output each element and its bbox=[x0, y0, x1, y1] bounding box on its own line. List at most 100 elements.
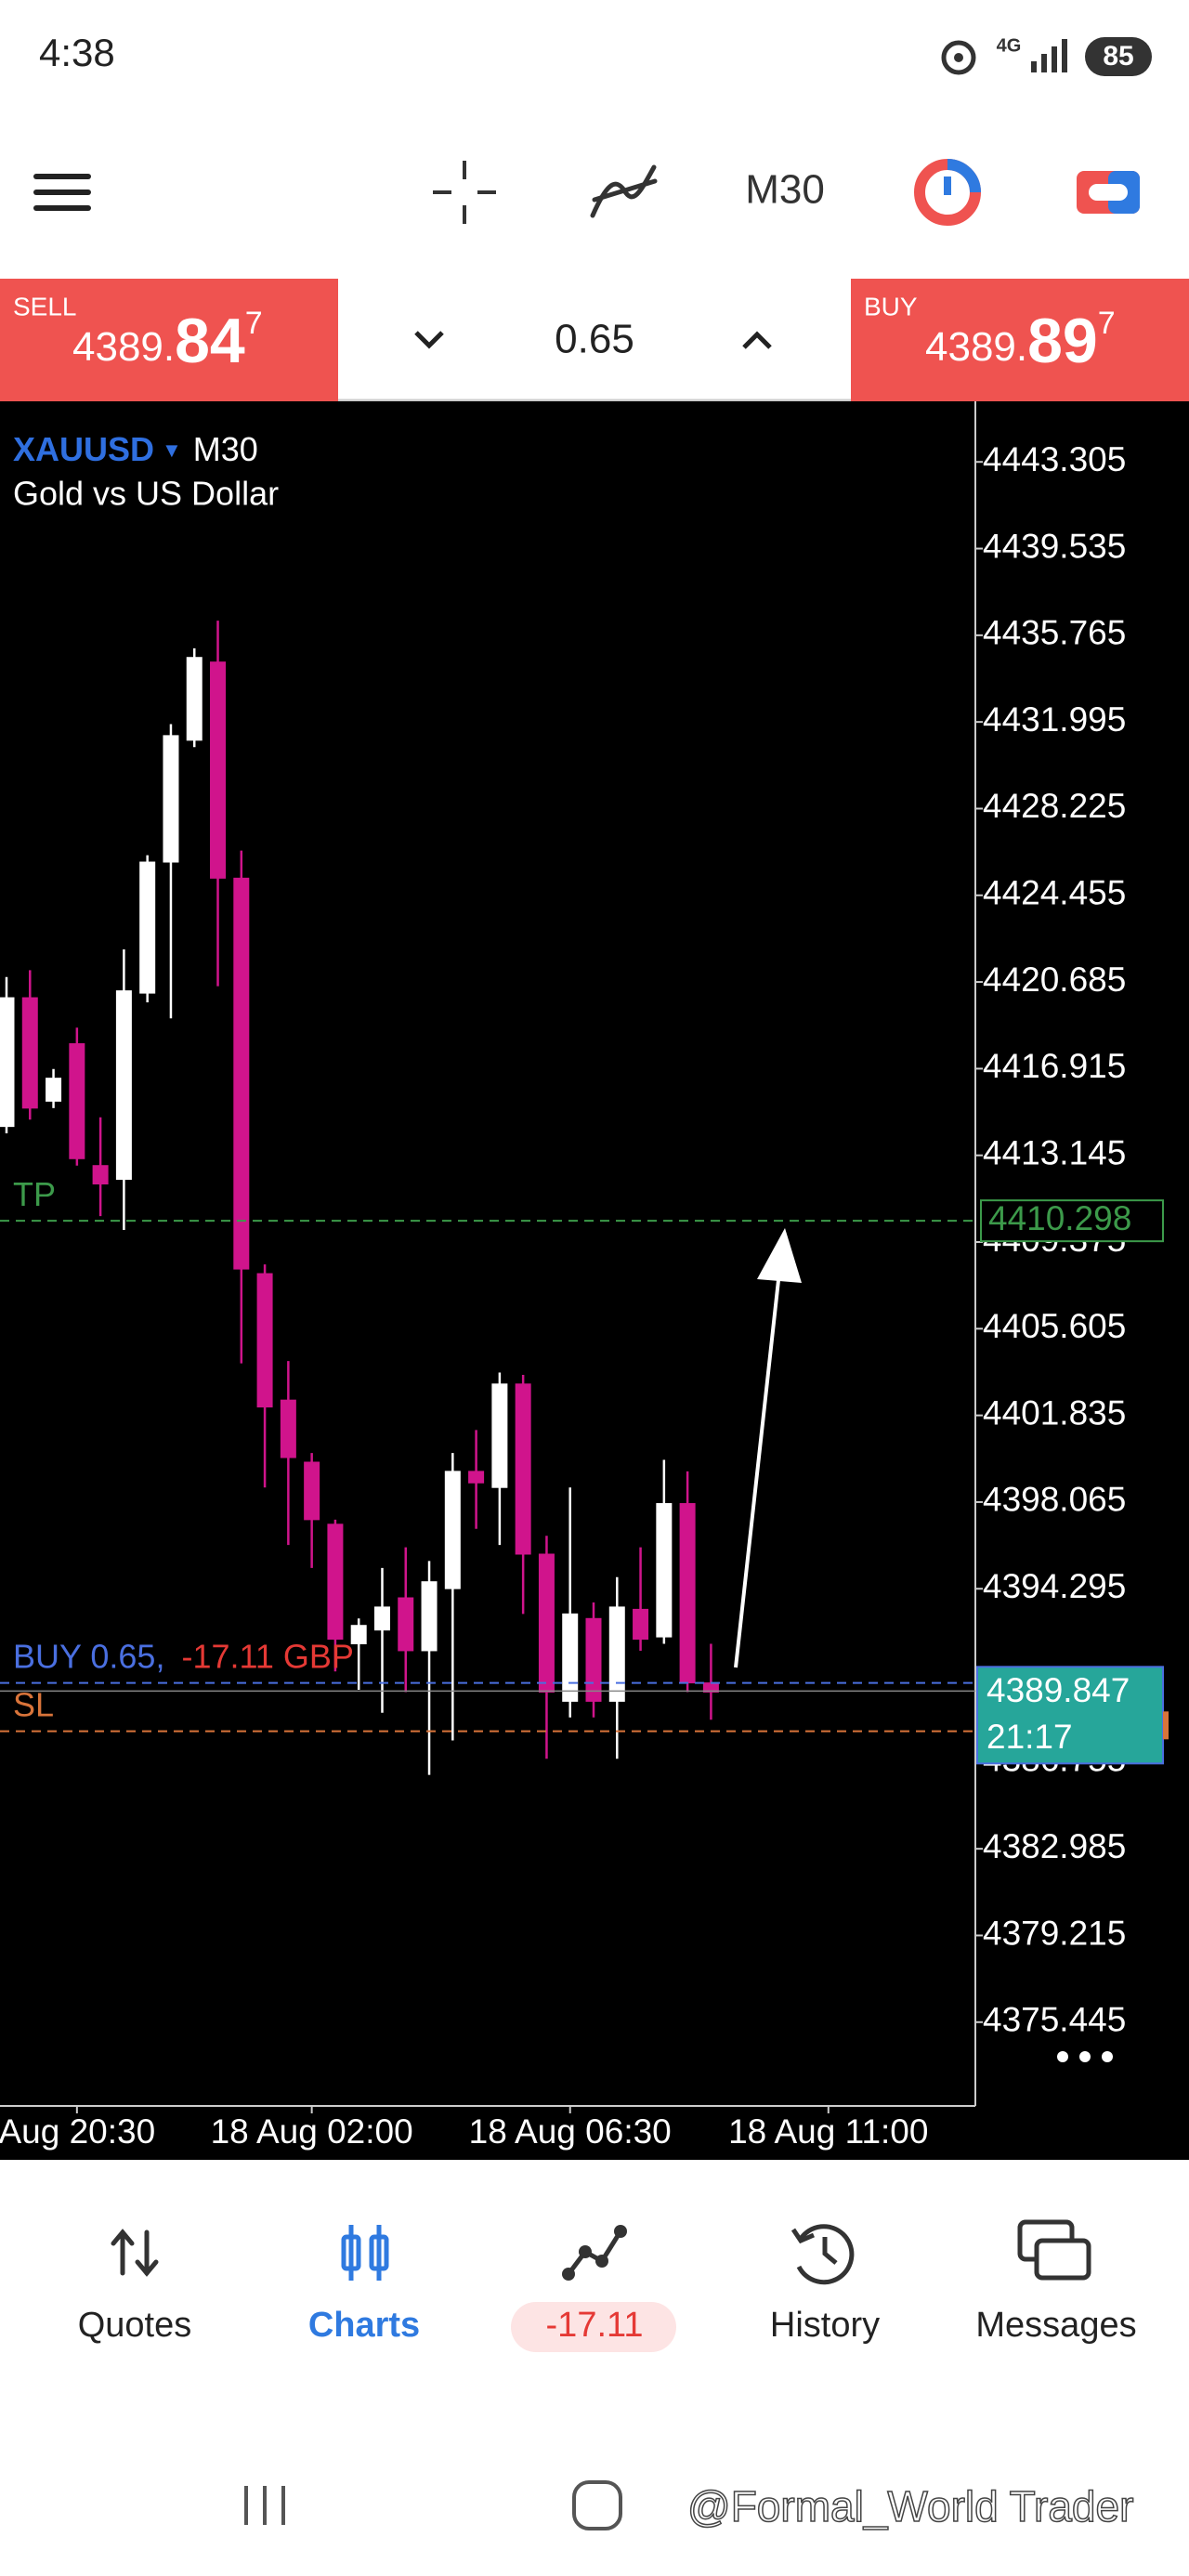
sell-price-sup: 7 bbox=[245, 306, 263, 341]
trade-icon[interactable] bbox=[562, 2225, 627, 2281]
y-tick-label: 4394.295 bbox=[983, 1567, 1126, 1605]
volume-value[interactable]: 0.65 bbox=[555, 317, 634, 362]
symbol[interactable]: XAUUSD bbox=[13, 430, 154, 468]
current-price: 4389.847 bbox=[986, 1671, 1130, 1709]
price-box-label: 4410.298 bbox=[988, 1199, 1131, 1237]
x-tick-label: 18 Aug 11:00 bbox=[728, 2112, 928, 2151]
crosshair-button[interactable] bbox=[433, 161, 496, 224]
menu-bar bbox=[33, 190, 91, 195]
volume-up[interactable] bbox=[742, 331, 772, 349]
one-click-button[interactable] bbox=[1077, 171, 1140, 214]
signal-bar bbox=[1041, 54, 1047, 72]
candle-body bbox=[398, 1597, 414, 1652]
trade-button[interactable] bbox=[914, 159, 981, 226]
nav-label[interactable]: Messages bbox=[975, 2306, 1136, 2345]
candle-body bbox=[256, 1273, 273, 1408]
arrow-head bbox=[757, 1228, 802, 1283]
chart-header: XAUUSD ▼ M30 bbox=[13, 430, 258, 468]
one-click-toggle bbox=[1089, 184, 1128, 201]
nav-label[interactable]: -17.11 bbox=[546, 2306, 644, 2345]
trade-ring-part bbox=[947, 159, 981, 193]
menu-button[interactable] bbox=[33, 174, 91, 211]
nav-labels: Quotes Charts -17.11 History Messages bbox=[78, 2306, 1137, 2345]
y-tick-label: 4428.225 bbox=[983, 787, 1126, 825]
y-tick-label: 4375.445 bbox=[983, 2001, 1126, 2039]
hotspot-icon bbox=[941, 40, 976, 75]
icon-part bbox=[790, 2228, 815, 2244]
nav-icons bbox=[111, 2219, 1091, 2285]
y-tick-label: 4382.985 bbox=[983, 1827, 1126, 1865]
menu-bar bbox=[33, 174, 91, 179]
volume-down[interactable] bbox=[414, 331, 444, 349]
nav-label[interactable]: Quotes bbox=[78, 2306, 192, 2345]
y-tick-label: 4401.835 bbox=[983, 1393, 1126, 1432]
icon-part bbox=[595, 2255, 608, 2268]
more-dots[interactable] bbox=[1057, 2051, 1113, 2062]
x-tick-label: Aug 20:30 bbox=[0, 2112, 155, 2151]
candle-body bbox=[633, 1608, 649, 1641]
candle-body bbox=[679, 1503, 696, 1684]
hotspot-dot bbox=[954, 53, 963, 62]
candle-timer: 21:17 bbox=[986, 1718, 1073, 1756]
indicator-line bbox=[592, 178, 658, 203]
buy-price-sup: 7 bbox=[1098, 306, 1116, 341]
sell-label: SELL bbox=[13, 292, 77, 320]
symbol-dropdown[interactable]: ▼ bbox=[162, 438, 182, 462]
candle-body bbox=[585, 1617, 602, 1702]
trade-line-name: BUY 0.65, bbox=[13, 1637, 164, 1675]
candle-body bbox=[656, 1503, 673, 1638]
candle-body bbox=[562, 1613, 579, 1702]
status-time: 4:38 bbox=[39, 31, 115, 74]
nav-label[interactable]: Charts bbox=[308, 2306, 420, 2345]
charts-icon[interactable] bbox=[341, 2225, 389, 2281]
icon-part bbox=[822, 2237, 838, 2265]
x-tick-label: 18 Aug 06:30 bbox=[469, 2112, 672, 2151]
symbol-description: Gold vs US Dollar bbox=[13, 475, 279, 513]
home-button[interactable] bbox=[572, 2480, 622, 2530]
icon-part bbox=[341, 2234, 361, 2271]
watermark: @Formal_World Trader bbox=[687, 2482, 1133, 2530]
icon-part bbox=[369, 2234, 389, 2271]
profit-pill bbox=[511, 2302, 676, 2352]
candle-body bbox=[46, 1078, 62, 1102]
icon-part bbox=[579, 2245, 592, 2258]
trade-line-profit: -17.11 GBP bbox=[181, 1637, 353, 1675]
candle-body bbox=[327, 1523, 344, 1641]
candle-body bbox=[515, 1383, 531, 1555]
y-tick-label: 4424.455 bbox=[983, 874, 1126, 912]
candle-body bbox=[210, 661, 227, 879]
candle-body bbox=[304, 1461, 320, 1521]
bottom-nav bbox=[0, 2160, 1189, 2434]
current-price-box bbox=[976, 1666, 1164, 1765]
timeframe-button[interactable]: M30 bbox=[745, 167, 825, 213]
candle-body bbox=[139, 861, 156, 994]
y-tick-label: 4416.915 bbox=[983, 1047, 1126, 1085]
dot bbox=[1102, 2051, 1113, 2062]
buy-price-big: 89 bbox=[1027, 306, 1098, 376]
sell-price-big: 84 bbox=[175, 306, 245, 376]
sell-price: 4389.847 bbox=[72, 306, 263, 376]
y-tick-label: 4413.145 bbox=[983, 1133, 1126, 1171]
messages-icon[interactable] bbox=[1017, 2219, 1091, 2281]
buy-button[interactable] bbox=[851, 279, 1189, 401]
y-tick-label: 4405.605 bbox=[983, 1307, 1126, 1345]
nav-label[interactable]: History bbox=[770, 2306, 880, 2345]
candle-body bbox=[69, 1043, 85, 1159]
buy-price-prefix: 4389. bbox=[925, 324, 1027, 370]
history-icon[interactable] bbox=[790, 2224, 855, 2285]
sell-button[interactable] bbox=[0, 279, 338, 401]
icon-part bbox=[614, 2225, 627, 2238]
buy-label: BUY bbox=[864, 292, 918, 320]
signal-bar bbox=[1052, 46, 1057, 72]
arrow-shaft bbox=[734, 1262, 782, 1668]
candle-body bbox=[186, 657, 203, 741]
battery-level: 85 bbox=[1103, 41, 1133, 72]
quotes-icon[interactable] bbox=[111, 2229, 159, 2277]
candle-body bbox=[444, 1471, 461, 1589]
price-box bbox=[980, 1199, 1164, 1243]
candle-body bbox=[538, 1553, 555, 1693]
indicators-button[interactable] bbox=[590, 164, 658, 218]
